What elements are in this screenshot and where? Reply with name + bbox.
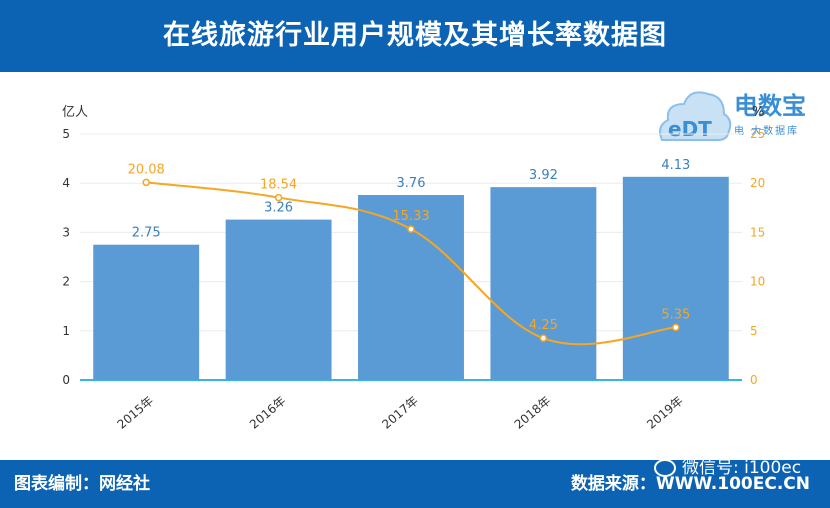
page-title: 在线旅游行业用户规模及其增长率数据图 — [163, 20, 667, 51]
bar-user-scale — [93, 244, 200, 380]
y-left-tick-label: 2 — [62, 275, 70, 289]
growth-rate-label: 4.25 — [529, 318, 558, 333]
bar-value-label: 4.13 — [661, 158, 690, 173]
y-left-tick-label: 1 — [62, 324, 70, 338]
bar-user-scale — [622, 176, 729, 380]
chart-compiler: 图表编制：网经社 — [14, 474, 150, 494]
growth-rate-label: 15.33 — [392, 209, 429, 224]
growth-rate-point — [274, 193, 283, 202]
y-left-axis-title: 亿人 — [62, 105, 88, 120]
growth-rate-label: 5.35 — [661, 307, 690, 322]
footer-bar: 图表编制：网经社 数据来源：WWW.100EC.CN — [0, 460, 830, 508]
x-tick-label: 2015年 — [115, 394, 157, 432]
logo-mark: eDT — [668, 117, 712, 141]
logo-subtitle: 电 大数据库 — [734, 126, 800, 137]
x-tick-label: 2018年 — [512, 394, 554, 432]
x-tick-label: 2016年 — [247, 394, 289, 432]
y-right-tick-label: 0 — [750, 373, 758, 387]
y-right-axis-title: % — [752, 105, 764, 120]
y-left-tick-label: 0 — [62, 373, 70, 387]
bar-value-label: 3.76 — [397, 176, 426, 191]
growth-rate-label: 20.08 — [128, 162, 165, 177]
bar-user-scale — [225, 219, 332, 380]
y-right-tick-label: 10 — [750, 275, 765, 289]
x-tick-label: 2017年 — [379, 394, 421, 432]
logo-brand: 电数宝 — [734, 92, 806, 120]
brand-logo: eDT 电数宝 电 大数据库 — [654, 82, 824, 152]
wechat-icon — [654, 459, 676, 477]
x-tick-label: 2019年 — [644, 394, 686, 432]
y-right-tick-label: 5 — [750, 324, 758, 338]
header-bar: 在线旅游行业用户规模及其增长率数据图 — [0, 0, 830, 72]
bar-user-scale — [490, 187, 597, 380]
wechat-watermark: 微信号: i100ec — [654, 455, 801, 481]
y-left-tick-label: 3 — [62, 225, 70, 239]
growth-rate-point — [539, 334, 548, 342]
y-right-tick-label: 20 — [750, 176, 765, 190]
bar-value-label: 2.75 — [132, 226, 161, 241]
bar-value-label: 3.26 — [264, 201, 293, 216]
growth-rate-point — [407, 225, 415, 233]
growth-rate-point — [142, 178, 150, 187]
y-left-tick-label: 5 — [62, 127, 70, 141]
y-right-tick-label: 25 — [750, 127, 765, 141]
bar-value-label: 3.92 — [529, 168, 558, 183]
wechat-id: 微信号: i100ec — [682, 458, 802, 478]
chart-area: 2.75 3.26 3.76 3.92 4.13 20.08 18.54 15.33 4.25… — [62, 105, 765, 432]
y-left-tick-label: 4 — [62, 176, 70, 190]
growth-rate-point — [672, 323, 680, 332]
y-right-tick-label: 15 — [750, 225, 765, 239]
growth-rate-label: 18.54 — [260, 178, 297, 193]
data-source: 数据来源：WWW.100EC.CN — [570, 474, 810, 494]
